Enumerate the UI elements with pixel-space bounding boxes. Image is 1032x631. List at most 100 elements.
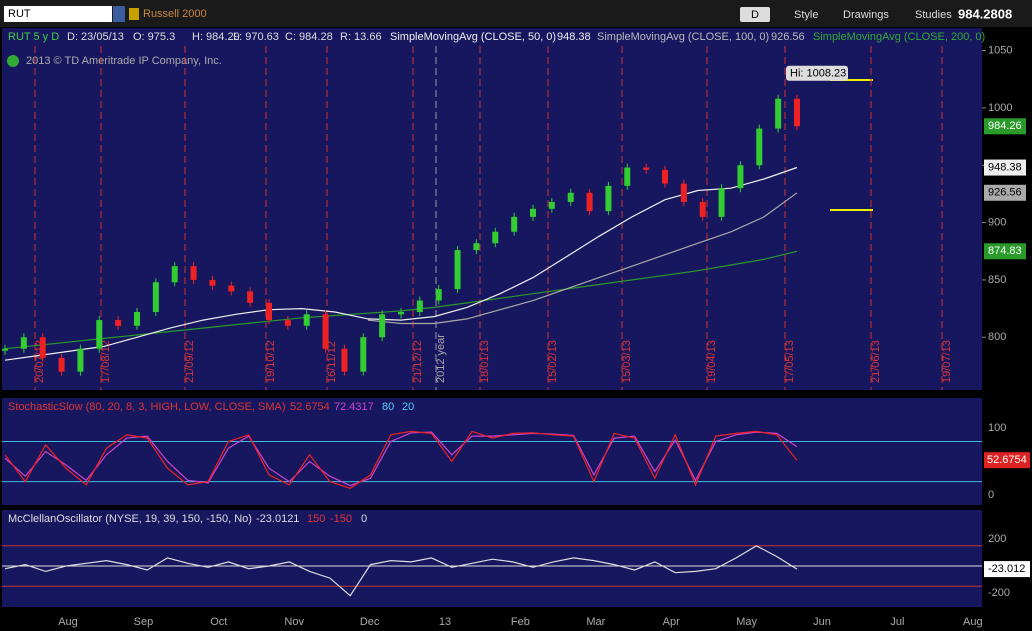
candle [662, 169, 668, 184]
stoch-d: 72.4317 [334, 401, 374, 413]
price-label-box [984, 184, 1026, 201]
x-tick-label: Oct [210, 616, 227, 628]
y-tick-label: 900 [988, 216, 1006, 228]
info-high: H: 984.29 [192, 31, 240, 43]
date-marker-label: 16/11/12 [326, 341, 338, 383]
mcc-title: McClellanOscillator (NYSE, 19, 39, 150, … [8, 513, 252, 525]
toolbar [0, 0, 1032, 27]
candle [284, 320, 291, 326]
candle [643, 167, 650, 170]
studies-button[interactable]: Studies [915, 9, 952, 21]
candle [379, 314, 386, 338]
high-label: Hi: 1008.23 [790, 68, 846, 80]
sma100-line [367, 192, 798, 325]
date-marker-label: 17/08/12 [100, 340, 112, 383]
period[interactable]: D [751, 9, 759, 21]
stoch-panel [2, 398, 982, 505]
date-marker-label: 15/03/13 [621, 340, 633, 383]
x-tick-label: Aug [58, 616, 78, 628]
candle [756, 128, 763, 166]
mcc-lower: -150 [330, 513, 352, 525]
info-icon[interactable] [7, 55, 19, 67]
candle [775, 98, 782, 129]
year-marker-label: 2012 year [435, 334, 447, 383]
candle [699, 201, 706, 217]
sma50-line [4, 166, 798, 361]
sma100-title: SimpleMovingAvg (CLOSE, 100, 0) [597, 31, 769, 43]
x-tick-label: Jun [813, 616, 831, 628]
candle [398, 312, 404, 315]
x-tick-label: 13 [439, 616, 451, 628]
symbol[interactable]: RUT [8, 8, 31, 20]
candle [680, 183, 687, 202]
x-tick-label: Mar [586, 616, 605, 628]
x-tick-label: Aug [963, 616, 983, 628]
candle [96, 320, 103, 349]
candle [322, 314, 329, 349]
candle [266, 302, 272, 321]
x-tick-label: May [736, 616, 757, 628]
info-date: D: 23/05/13 [67, 31, 124, 43]
symbol-input[interactable] [4, 6, 112, 22]
candle [228, 285, 235, 292]
dropdown[interactable] [113, 6, 125, 22]
candle [530, 208, 536, 217]
x-tick-label: Nov [284, 616, 304, 628]
candle [567, 192, 574, 202]
period-button[interactable] [740, 7, 770, 22]
mcc-axis-label: -23.012 [988, 563, 1025, 575]
candle [624, 167, 631, 186]
candle [360, 337, 367, 372]
price-label: 874.83 [988, 245, 1022, 257]
x-tick-label: Dec [360, 616, 380, 628]
candle [190, 266, 197, 280]
price-label: 984.26 [988, 120, 1022, 132]
price-label-box [984, 118, 1026, 135]
candle [303, 314, 310, 326]
date-marker-label: 19/10/12 [265, 340, 277, 383]
candle [454, 250, 461, 290]
mcc-value: -23.0121 [256, 513, 299, 525]
y-tick-label: 200 [988, 533, 1006, 545]
price-label-box [984, 243, 1026, 260]
info-open: O: 975.3 [133, 31, 175, 43]
x-tick-label: Feb [511, 616, 530, 628]
stoch-k-line [4, 430, 798, 489]
candle [473, 243, 480, 251]
date-marker-label: 17/05/13 [784, 340, 796, 383]
high-label-box [786, 65, 848, 81]
mcc-upper: 150 [307, 513, 325, 525]
date-marker-label: 21/06/13 [870, 340, 882, 383]
copyright: 2013 © TD Ameritrade IP Company, Inc. [26, 55, 222, 67]
sma100-value: 926.56 [771, 31, 805, 43]
sma50-title: SimpleMovingAvg (CLOSE, 50, 0) [390, 31, 556, 43]
link-icon[interactable] [129, 8, 139, 20]
candle [586, 192, 593, 212]
y-tick-label: 100 [988, 422, 1006, 434]
price-label: 948.38 [988, 161, 1022, 173]
candle [39, 337, 46, 358]
price-label-box [984, 159, 1026, 176]
info-range: R: 13.66 [340, 31, 382, 43]
last-price: 984.2808 [958, 6, 1012, 21]
y-tick-label: 1050 [988, 44, 1012, 56]
y-tick-label: 0 [988, 489, 994, 501]
candle [416, 300, 423, 313]
x-tick-label: Sep [134, 616, 154, 628]
style-button[interactable]: Style [794, 9, 818, 21]
stoch-title: StochasticSlow (80, 20, 8, 3, HIGH, LOW,… [8, 401, 286, 413]
mcc-label-box [984, 561, 1030, 578]
candle [115, 320, 122, 326]
date-marker-label: 18/01/13 [479, 340, 491, 383]
candle [171, 266, 178, 283]
date-marker-label: 19/04/13 [706, 340, 718, 383]
stoch-axis-label: 52.6754 [987, 454, 1027, 466]
info-close: C: 984.28 [285, 31, 333, 43]
date-marker-label: 21/09/12 [184, 340, 196, 383]
drawings-button[interactable]: Drawings [843, 9, 889, 21]
stoch-under: 20 [402, 401, 414, 413]
candle [718, 188, 725, 217]
candle [511, 216, 518, 232]
x-tick-label: Apr [663, 616, 680, 628]
candle [58, 357, 65, 372]
